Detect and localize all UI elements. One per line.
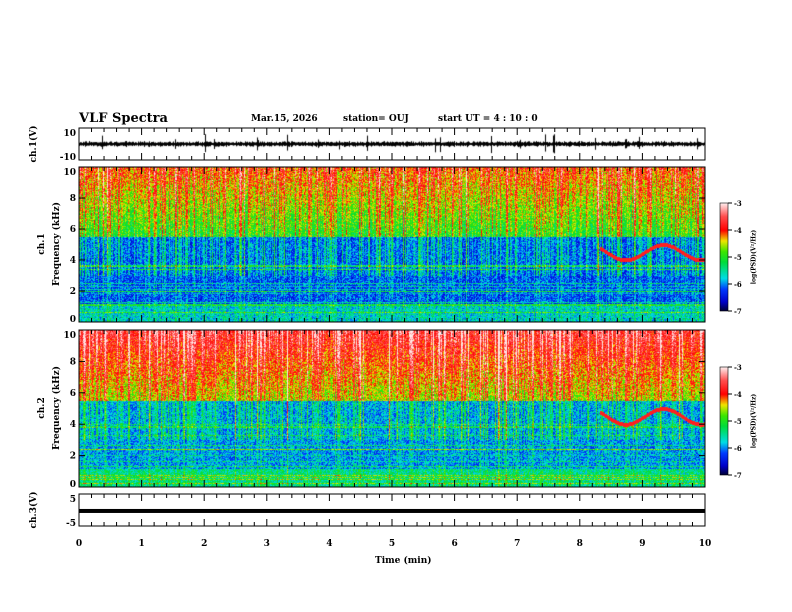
ch1-waveform-ytick-label: 10 <box>63 129 76 139</box>
ch1-spectrogram-colorbar-tick-label: -4 <box>734 226 742 235</box>
x-tick-label: 5 <box>389 539 395 549</box>
ch1-spec-ylabel-frequency: Frequency (kHz) <box>52 201 62 287</box>
ch1-spectrogram-colorbar-frame <box>719 202 729 312</box>
ch2-spectrogram-ytick-label: 2 <box>70 452 76 462</box>
x-tick-label: 7 <box>514 539 520 549</box>
ch2-spectrogram-colorbar-tick-label: -6 <box>734 444 742 453</box>
ch1-colorbar-label: log(PSD)(V²/Hz) <box>750 229 758 285</box>
ch1-spectrogram-ytick-label: 10 <box>63 168 76 178</box>
figure-title: VLF Spectra <box>79 111 168 126</box>
x-tick-label: 10 <box>699 539 712 549</box>
start-time-label: start UT = 4 : 10 : 0 <box>438 114 538 124</box>
x-tick-label: 2 <box>201 539 207 549</box>
ch2-spectrogram-image <box>79 330 705 487</box>
x-tick-label: 0 <box>76 539 82 549</box>
ch1-spectrogram-ytick-label: 8 <box>70 194 76 204</box>
ch2-spectrogram-colorbar-tick-label: -5 <box>734 417 742 426</box>
x-axis-title: Time (min) <box>375 556 432 566</box>
ch3-wave-ylabel: ch.3(V) <box>29 491 39 529</box>
ch2-spec-ylabel-frequency: Frequency (kHz) <box>52 365 62 451</box>
ch2-spectrogram-ytick-label: 4 <box>70 420 76 430</box>
ch1-spectrogram-colorbar-tick-label: -6 <box>734 280 742 289</box>
ch1-spectrogram-colorbar-tick-label: -5 <box>734 253 742 262</box>
ch1-spec-ylabel-channel: ch.1 <box>37 233 47 255</box>
ch2-spectrogram-ytick-label: 0 <box>70 480 76 490</box>
ch2-spectrogram-colorbar-frame <box>719 366 729 476</box>
ch1-spectrogram-ytick-label: 6 <box>70 225 76 235</box>
ch2-spectrogram-ytick-label: 10 <box>63 331 76 341</box>
x-tick-label: 4 <box>326 539 332 549</box>
x-tick-label: 9 <box>639 539 645 549</box>
ch1-spectrogram-frame <box>78 166 706 323</box>
ch1-spectrogram-colorbar-tick-label: -7 <box>734 307 742 316</box>
ch1-spectrogram-ytick-label: 0 <box>70 315 76 325</box>
date-label: Mar.15, 2026 <box>251 114 318 124</box>
ch2-colorbar <box>720 367 728 475</box>
ch2-spectrogram-colorbar-tick-label: -3 <box>734 363 742 372</box>
ch2-spectrogram-ytick-label: 6 <box>70 389 76 399</box>
ch1-waveform-ytick-label: -10 <box>60 153 76 163</box>
ch1-wave-ylabel: ch.1(V) <box>29 125 39 163</box>
ch1-colorbar <box>720 203 728 311</box>
ch1-spectrogram-ytick-label: 2 <box>70 287 76 297</box>
ch2-spectrogram-ytick-label: 8 <box>70 357 76 367</box>
ch2-spectrogram-frame <box>78 329 706 488</box>
ch2-spectrogram-colorbar-tick-label: -4 <box>734 390 742 399</box>
ch1-spectrogram-image <box>79 167 705 322</box>
x-tick-label: 6 <box>451 539 457 549</box>
ch2-colorbar-label: log(PSD)(V²/Hz) <box>750 393 758 449</box>
ch3-waveform-ytick-label: 5 <box>70 495 76 505</box>
x-tick-label: 1 <box>138 539 144 549</box>
ch2-spec-ylabel-channel: ch.2 <box>37 397 47 419</box>
ch1-spectrogram-ytick-label: 4 <box>70 256 76 266</box>
station-label: station= OUJ <box>343 114 409 124</box>
x-tick-label: 8 <box>577 539 583 549</box>
ch3-waveform-ytick-label: -5 <box>66 519 76 529</box>
ch2-spectrogram-colorbar-tick-label: -7 <box>734 471 742 480</box>
ch3-waveform-trace <box>79 508 705 513</box>
ch1-spectrogram-colorbar-tick-label: -3 <box>734 199 742 208</box>
x-tick-label: 3 <box>264 539 270 549</box>
